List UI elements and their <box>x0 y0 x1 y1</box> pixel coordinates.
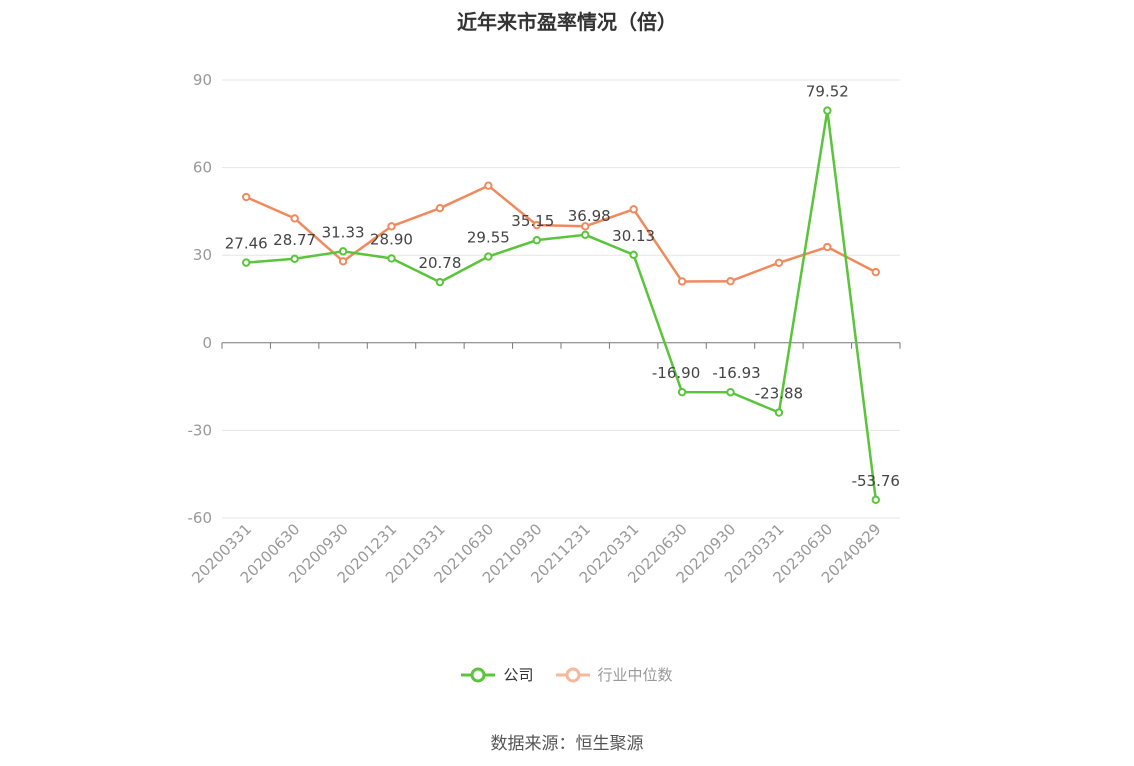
chart-title: 近年来市盈率情况（倍） <box>457 10 677 34</box>
data-point-company <box>242 258 251 267</box>
data-label: 27.46 <box>225 235 268 253</box>
data-point-industry <box>484 181 493 190</box>
data-label: 79.52 <box>806 83 849 101</box>
data-label: 28.90 <box>370 230 413 248</box>
data-point-company <box>338 247 348 256</box>
data-label: 36.98 <box>568 207 611 225</box>
data-point-company <box>532 235 541 245</box>
data-label: 29.55 <box>467 229 510 247</box>
data-point-industry <box>290 214 299 223</box>
data-point-industry <box>242 192 251 202</box>
data-label: 28.77 <box>273 231 316 249</box>
data-point-company <box>871 495 880 504</box>
data-point-industry <box>823 242 832 252</box>
y-tick-label: 30 <box>193 246 212 264</box>
data-point-industry <box>581 222 590 231</box>
legend-industry-marker-icon <box>555 667 590 682</box>
y-axis-ticks: 90 60 30 0 -30 -60 <box>188 71 213 527</box>
legend-item-company[interactable]: 公司 <box>461 664 534 685</box>
data-point-industry <box>435 203 445 213</box>
data-point-industry <box>871 267 880 277</box>
data-point-company <box>629 250 638 260</box>
data-point-industry <box>532 220 541 230</box>
series-line-industry <box>245 184 877 283</box>
y-tick-label: -30 <box>188 421 213 439</box>
data-point-industry <box>677 277 687 286</box>
data-point-industry <box>338 257 348 266</box>
data-point-company <box>774 408 784 417</box>
data-label: 31.33 <box>322 223 365 241</box>
data-point-industry <box>726 276 735 286</box>
line-chart: 90 60 30 0 -30 -60 20200331202006302020093020… <box>188 71 901 587</box>
data-label: -16.90 <box>652 364 700 382</box>
legend-label-company: 公司 <box>503 666 534 684</box>
data-point-industry <box>387 222 396 231</box>
data-source: 数据来源：恒生聚源 <box>490 734 644 754</box>
data-point-industry <box>774 258 784 267</box>
legend-company-marker-icon <box>461 667 496 682</box>
x-axis-tick-labels: 2020033120200630202009302020123120210331… <box>188 520 884 587</box>
y-tick-label: 0 <box>202 334 212 352</box>
y-tick-label: 60 <box>193 159 212 177</box>
data-label: -53.76 <box>852 472 900 490</box>
series-line-company <box>246 109 878 500</box>
data-point-industry <box>629 205 638 214</box>
x-axis <box>221 342 901 349</box>
series-lines <box>242 106 880 504</box>
data-label: -16.93 <box>712 364 760 382</box>
data-point-company <box>484 252 493 261</box>
y-tick-label: 90 <box>193 71 212 89</box>
data-label: -23.88 <box>755 385 803 403</box>
data-point-company <box>823 106 832 115</box>
data-label: 30.13 <box>612 227 655 245</box>
data-point-company <box>290 254 299 263</box>
legend-item-industry[interactable]: 行业中位数 <box>555 664 673 685</box>
data-point-company <box>726 388 735 397</box>
data-point-company <box>435 277 445 287</box>
data-label: 20.78 <box>418 254 461 272</box>
y-tick-label: -60 <box>188 509 213 527</box>
data-point-company <box>677 387 687 397</box>
legend: 公司 行业中位数 <box>0 664 1134 685</box>
data-point-company <box>387 254 396 263</box>
data-label: 35.15 <box>511 212 554 230</box>
data-point-company <box>581 230 590 240</box>
legend-label-industry: 行业中位数 <box>597 666 673 684</box>
